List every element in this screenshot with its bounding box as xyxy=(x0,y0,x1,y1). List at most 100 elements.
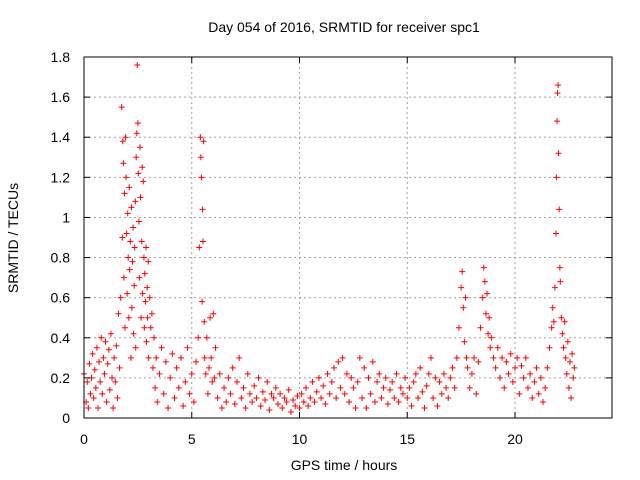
data-point xyxy=(117,294,124,301)
data-point xyxy=(257,402,264,409)
chart-title: Day 054 of 2016, SRMTID for receiver spc… xyxy=(208,19,480,35)
data-point xyxy=(556,264,563,271)
x-tick-label: 5 xyxy=(188,431,196,447)
data-point xyxy=(570,374,577,381)
data-point xyxy=(101,370,108,377)
data-point xyxy=(292,402,299,409)
data-point xyxy=(494,344,501,351)
data-point xyxy=(559,330,566,337)
data-point xyxy=(384,400,391,407)
data-point xyxy=(87,390,94,397)
data-point xyxy=(371,398,378,405)
data-point xyxy=(514,354,521,361)
y-tick-label: 0.4 xyxy=(51,330,71,346)
data-point xyxy=(328,378,335,385)
data-point xyxy=(296,404,303,411)
data-point xyxy=(555,150,562,157)
data-point xyxy=(234,378,241,385)
data-point xyxy=(487,344,494,351)
data-point xyxy=(201,354,208,361)
data-point xyxy=(311,398,318,405)
data-point xyxy=(126,184,133,191)
data-point xyxy=(190,398,197,405)
data-point xyxy=(488,334,495,341)
data-point xyxy=(556,206,563,213)
data-point xyxy=(434,402,441,409)
data-point xyxy=(196,244,203,251)
data-point xyxy=(123,174,130,181)
data-point xyxy=(195,334,202,341)
data-point xyxy=(449,364,456,371)
data-point xyxy=(104,360,111,367)
data-point xyxy=(492,364,499,371)
data-point xyxy=(529,394,536,401)
data-point xyxy=(343,370,350,377)
data-point xyxy=(124,290,131,297)
data-point xyxy=(105,346,112,353)
data-point xyxy=(132,198,139,205)
data-point xyxy=(121,190,128,197)
data-point xyxy=(199,298,206,305)
data-point xyxy=(201,318,208,325)
data-point xyxy=(544,364,551,371)
data-point xyxy=(535,390,542,397)
data-point xyxy=(326,390,333,397)
data-point xyxy=(524,384,531,391)
data-point xyxy=(89,350,96,357)
data-point xyxy=(152,384,159,391)
axis-ticks xyxy=(83,56,612,419)
data-point xyxy=(131,282,138,289)
data-point xyxy=(410,378,417,385)
data-point xyxy=(568,394,575,401)
data-point xyxy=(126,266,133,273)
data-point xyxy=(266,406,273,413)
data-point xyxy=(154,398,161,405)
data-point xyxy=(298,390,305,397)
data-point xyxy=(505,370,512,377)
y-axis-label: SRMTID / TECUs xyxy=(5,183,21,293)
data-point xyxy=(402,374,409,381)
data-point xyxy=(113,342,120,349)
data-point xyxy=(324,370,331,377)
data-point xyxy=(210,310,217,317)
data-point xyxy=(244,370,251,377)
data-point xyxy=(125,254,132,261)
data-point xyxy=(167,374,174,381)
data-point xyxy=(484,290,491,297)
y-tick-label: 0.6 xyxy=(51,290,71,306)
data-point xyxy=(367,390,374,397)
data-point xyxy=(531,378,538,385)
data-point xyxy=(180,402,187,409)
data-point xyxy=(188,370,195,377)
data-point xyxy=(404,394,411,401)
data-point xyxy=(109,374,116,381)
data-point xyxy=(138,314,145,321)
data-point xyxy=(520,374,527,381)
data-point xyxy=(128,304,135,311)
data-point xyxy=(122,134,129,141)
data-point xyxy=(127,354,134,361)
data-point xyxy=(374,378,381,385)
data-point xyxy=(527,370,534,377)
data-point xyxy=(136,274,143,281)
data-point xyxy=(561,318,568,325)
data-point xyxy=(133,154,140,161)
data-point xyxy=(111,354,118,361)
data-point xyxy=(177,354,184,361)
data-point xyxy=(562,354,569,361)
data-point xyxy=(395,398,402,405)
data-point xyxy=(440,370,447,377)
data-point xyxy=(563,370,570,377)
data-point xyxy=(281,394,288,401)
data-point xyxy=(93,344,100,351)
data-point xyxy=(92,384,99,391)
x-tick-label: 20 xyxy=(507,431,523,447)
data-point xyxy=(459,268,466,275)
data-point xyxy=(552,230,559,237)
data-point xyxy=(110,404,117,411)
data-point xyxy=(356,354,363,361)
data-point xyxy=(240,384,247,391)
data-point xyxy=(149,364,156,371)
data-point xyxy=(307,394,314,401)
